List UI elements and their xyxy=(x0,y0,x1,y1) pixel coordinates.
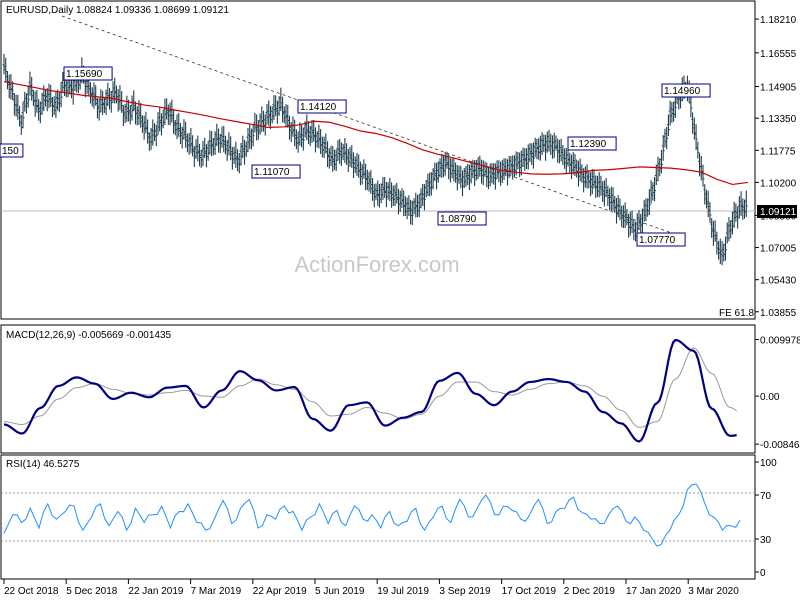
last-price-box xyxy=(757,205,797,218)
ohlc-readout: 1.08824 1.09336 1.08699 1.09121 xyxy=(76,5,229,16)
rsi-tick-label: 30 xyxy=(760,535,772,546)
peak-labels: 1.15690 1.14120 1.11070 1.08790 1.12390 1.077… xyxy=(0,66,711,247)
x-tick-label: 7 Mar 2019 xyxy=(191,586,242,597)
peak-label: 150 xyxy=(2,146,19,157)
peak-label-box xyxy=(63,66,113,81)
y-tick-label: 1.03855 xyxy=(760,308,797,319)
peak-label: 1.08790 xyxy=(440,214,477,225)
x-tick-label: 22 Jan 2019 xyxy=(128,586,183,597)
price-bars xyxy=(2,53,748,266)
x-tick-label: 3 Mar 2020 xyxy=(688,586,739,597)
rsi-label: RSI(14) 46.5275 xyxy=(6,459,80,470)
x-tick-label: 19 Jul 2019 xyxy=(377,586,429,597)
peak-label: 1.07770 xyxy=(639,235,676,246)
peak-label-box xyxy=(636,232,686,247)
macd-tick-label: 0.009978 xyxy=(760,336,800,347)
y-tick-label: 1.18210 xyxy=(760,15,797,26)
y-tick-label: 1.13350 xyxy=(760,114,797,125)
peak-label-box xyxy=(437,211,487,226)
x-tick-label: 22 Oct 2018 xyxy=(4,586,59,597)
peak-label: 1.14960 xyxy=(664,86,701,97)
macd-tick-label: 0.00 xyxy=(760,392,780,403)
price-panel: ActionForex.com EURUSD,Daily 1.08824 1.0… xyxy=(0,0,756,320)
macd-panel: MACD(12,26,9) -0.005669 -0.001435 xyxy=(0,324,756,454)
trendline xyxy=(61,15,681,237)
fe-label: FE 61.8 xyxy=(719,308,754,319)
peak-label: 1.11070 xyxy=(254,167,290,178)
peak-label: 1.12390 xyxy=(570,139,607,150)
rsi-panel-frame xyxy=(0,454,756,580)
last-price-tag: 1.09121 xyxy=(757,205,797,218)
peak-label-box xyxy=(297,99,347,114)
x-tick-label: 22 Apr 2019 xyxy=(253,586,307,597)
x-tick-label: 3 Sep 2019 xyxy=(439,586,491,597)
x-tick-label: 5 Jun 2019 xyxy=(315,586,365,597)
macd-axis: 0.009978 0.00 -0.008464 xyxy=(755,336,800,451)
peak-label-box xyxy=(567,136,617,151)
peak-label: 1.15690 xyxy=(66,69,103,80)
price-panel-frame xyxy=(0,0,756,320)
rsi-line xyxy=(3,483,741,547)
rsi-tick-label: 0 xyxy=(760,568,766,579)
chart-title: EURUSD,Daily xyxy=(6,5,73,16)
x-tick-label: 17 Jan 2020 xyxy=(626,586,681,597)
y-tick-label: 1.11775 xyxy=(760,146,796,157)
x-tick-label: 5 Dec 2018 xyxy=(66,586,118,597)
rsi-tick-label: 100 xyxy=(760,458,777,469)
last-price-label: 1.09121 xyxy=(760,207,797,218)
macd-signal-line xyxy=(3,347,737,428)
x-axis: 22 Oct 2018 5 Dec 2018 22 Jan 2019 7 Mar 20… xyxy=(3,579,739,597)
rsi-panel: RSI(14) 46.5275 xyxy=(0,454,756,580)
x-tick-label: 17 Oct 2019 xyxy=(502,586,557,597)
y-tick-label: 1.07005 xyxy=(760,244,797,255)
watermark: ActionForex.com xyxy=(294,252,459,277)
macd-main-line xyxy=(3,338,737,443)
peak-label-box xyxy=(661,83,711,98)
peak-label: 1.14120 xyxy=(300,102,337,113)
y-tick-label: 1.05430 xyxy=(760,276,797,287)
peak-label-box xyxy=(251,164,301,179)
price-axis: 1.18210 1.16555 1.14905 1.13350 1.11775 1.102… xyxy=(755,15,797,319)
y-tick-label: 1.16555 xyxy=(760,49,797,60)
rsi-tick-label: 70 xyxy=(760,491,772,502)
y-tick-label: 1.10200 xyxy=(760,178,797,189)
x-tick-label: 2 Dec 2019 xyxy=(564,586,616,597)
rsi-axis: 100 70 30 0 xyxy=(755,458,777,579)
y-tick-label: 1.14905 xyxy=(760,82,797,93)
macd-label: MACD(12,26,9) -0.005669 -0.001435 xyxy=(6,330,172,341)
macd-tick-label: -0.008464 xyxy=(760,440,800,451)
peak-label-box xyxy=(0,143,24,158)
moving-average-line xyxy=(3,81,749,186)
